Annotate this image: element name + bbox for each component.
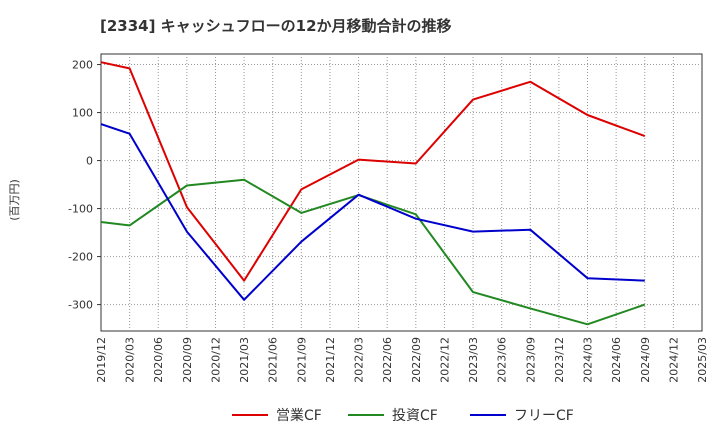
series-layer [100, 61, 646, 326]
x-tick-label: 2021/12 [324, 337, 337, 383]
x-tick-label: 2023/12 [553, 337, 566, 383]
x-tick-label: 2022/09 [410, 337, 423, 383]
y-axis-label: (百万円) [8, 179, 21, 221]
series-line [100, 123, 645, 301]
legend-label: 投資CF [392, 408, 438, 424]
legend-label: 営業CF [276, 408, 322, 424]
x-tick-label: 2020/09 [181, 337, 194, 383]
x-tick-label: 2023/06 [496, 337, 509, 383]
y-tick-label: 200 [72, 59, 93, 72]
legend: 営業CF 投資CF フリーCF [232, 408, 574, 424]
x-tick-label: 2024/09 [639, 337, 652, 383]
series-line [100, 61, 646, 282]
x-tick-label: 2023/09 [524, 337, 537, 383]
plot-area [100, 53, 703, 332]
x-tick-label: 2021/09 [295, 337, 308, 383]
x-tick-label: 2020/06 [152, 337, 165, 383]
grid [101, 54, 702, 331]
x-tick-label: 2021/03 [238, 337, 251, 383]
y-tick-label: 100 [72, 107, 93, 120]
y-tick-label: -300 [68, 299, 93, 312]
y-tick-label: 0 [86, 155, 93, 168]
x-tick-label: 2025/03 [696, 337, 709, 383]
legend-label: フリーCF [514, 408, 574, 424]
x-tick-label: 2022/06 [381, 337, 394, 383]
x-tick-label: 2023/03 [467, 337, 480, 383]
x-tick-label: 2021/06 [267, 337, 280, 383]
x-tick-label: 2019/12 [95, 337, 108, 383]
x-tick-label: 2022/03 [353, 337, 366, 383]
x-axis: 2019/12 2020/03 2020/06 2020/09 2020/12 2021/… [95, 337, 709, 383]
x-tick-label: 2024/06 [610, 337, 623, 383]
y-axis: -300 -200 -100 0 100 200 [68, 59, 101, 312]
chart-title: [2334] キャッシュフローの12か月移動合計の推移 [100, 17, 452, 35]
x-tick-label: 2020/03 [124, 337, 137, 383]
y-tick-label: -100 [68, 203, 93, 216]
x-tick-label: 2022/12 [438, 337, 451, 383]
y-tick-label: -200 [68, 251, 93, 264]
x-tick-label: 2024/12 [667, 337, 680, 383]
x-tick-label: 2020/12 [209, 337, 222, 383]
x-tick-label: 2024/03 [582, 337, 595, 383]
